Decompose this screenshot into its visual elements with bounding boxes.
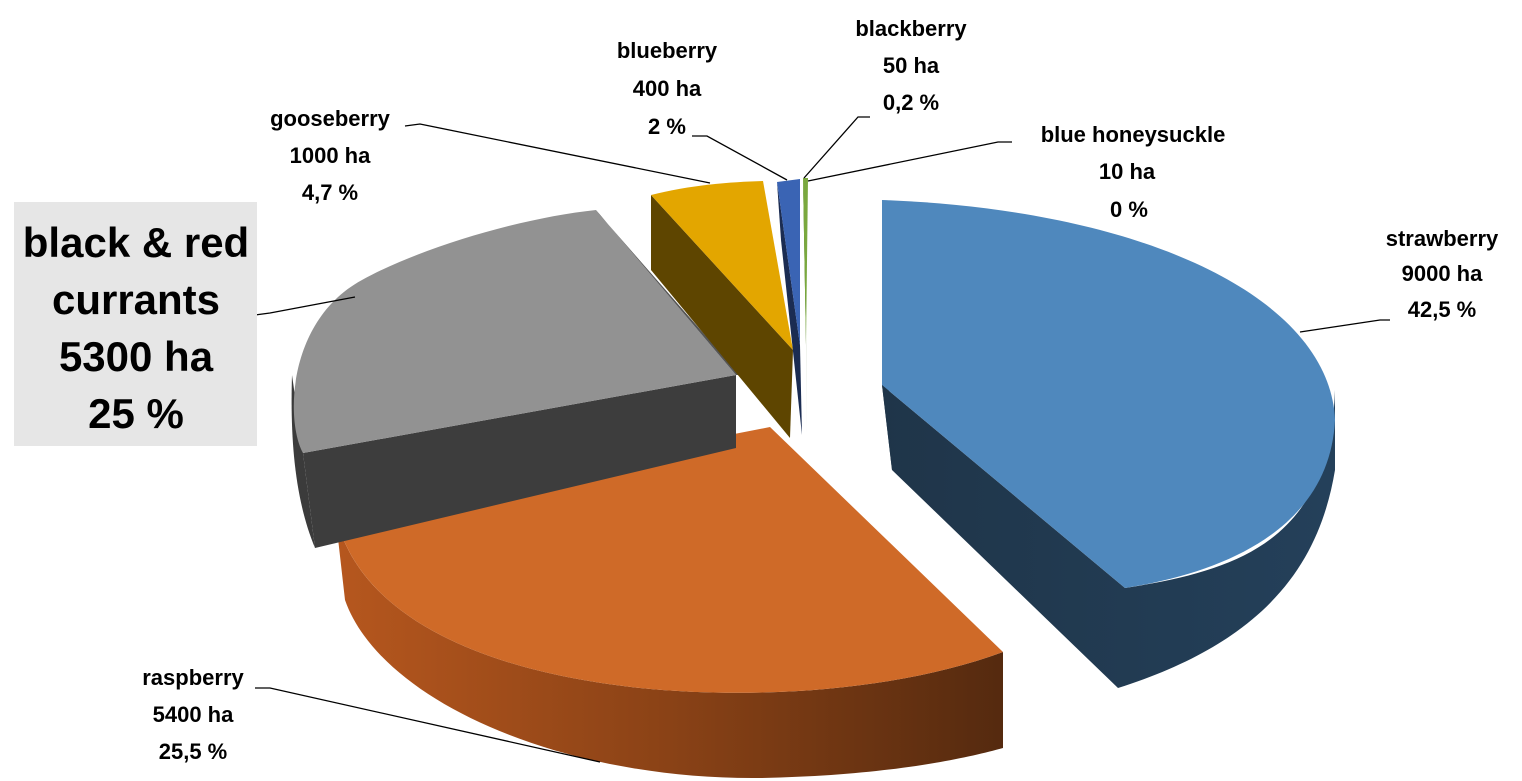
- label-raspberry: raspberry 5400 ha 25,5 %: [142, 665, 244, 764]
- slice-blueberry-side: [777, 182, 802, 435]
- label-currants-background: [14, 202, 257, 446]
- leader-blueberry: [692, 135, 788, 181]
- label-blackberry: blackberry 50 ha 0,2 %: [855, 16, 967, 115]
- label-gooseberry-area: 1000 ha: [290, 143, 371, 168]
- slice-blackberry: [803, 178, 808, 435]
- label-blackberry-percent: 0,2 %: [883, 90, 939, 115]
- label-currants-percent: 25 %: [88, 390, 184, 437]
- label-blueberry-percent: 2 %: [648, 114, 686, 139]
- label-blue-honeysuckle: blue honeysuckle 10 ha 0 %: [1041, 122, 1226, 222]
- slice-strawberry-side: [882, 385, 1335, 688]
- label-blackberry-area: 50 ha: [883, 53, 940, 78]
- label-blueberry-name: blueberry: [617, 38, 718, 63]
- label-blue-honeysuckle-percent: 0 %: [1110, 197, 1148, 222]
- slice-currants-top: [293, 210, 736, 453]
- label-currants-area: 5300 ha: [59, 333, 214, 380]
- label-raspberry-percent: 25,5 %: [159, 739, 228, 764]
- slice-gooseberry: [651, 181, 793, 438]
- label-strawberry-area: 9000 ha: [1402, 261, 1483, 286]
- label-currants-name-line2: currants: [52, 276, 220, 323]
- label-gooseberry: gooseberry 1000 ha 4,7 %: [270, 106, 391, 205]
- label-currants-name-line1: black & red: [23, 219, 249, 266]
- label-blueberry-area: 400 ha: [633, 76, 702, 101]
- label-blue-honeysuckle-area: 10 ha: [1099, 159, 1156, 184]
- leader-blue-honeysuckle: [807, 141, 1012, 182]
- leader-lines: [254, 116, 1390, 763]
- leader-currants: [254, 296, 356, 316]
- leader-raspberry: [255, 687, 601, 763]
- slice-currants-cut-wall: [303, 375, 736, 548]
- label-strawberry-name: strawberry: [1386, 226, 1499, 251]
- label-gooseberry-percent: 4,7 %: [302, 180, 358, 205]
- leader-gooseberry: [404, 123, 711, 184]
- label-strawberry: strawberry 9000 ha 42,5 %: [1386, 226, 1499, 322]
- label-currants: black & red currants 5300 ha 25 %: [14, 202, 257, 446]
- leader-blackberry: [803, 116, 870, 179]
- slice-gooseberry-top: [651, 181, 793, 350]
- slice-blueberry: [777, 179, 802, 435]
- slice-gooseberry-side: [651, 195, 793, 438]
- slice-currants: [291, 210, 740, 548]
- slice-blackberry-top: [803, 178, 808, 345]
- slice-blueberry-top: [777, 179, 800, 345]
- label-strawberry-percent: 42,5 %: [1408, 297, 1477, 322]
- label-blue-honeysuckle-name: blue honeysuckle: [1041, 122, 1226, 147]
- label-raspberry-name: raspberry: [142, 665, 244, 690]
- label-blueberry: blueberry 400 ha 2 %: [617, 38, 718, 139]
- label-gooseberry-name: gooseberry: [270, 106, 391, 131]
- label-blackberry-name: blackberry: [855, 16, 967, 41]
- label-raspberry-area: 5400 ha: [153, 702, 234, 727]
- slice-raspberry-side: [335, 512, 1003, 779]
- slice-strawberry: [882, 200, 1335, 688]
- slice-strawberry-top: [882, 200, 1335, 588]
- leader-strawberry: [1299, 319, 1390, 333]
